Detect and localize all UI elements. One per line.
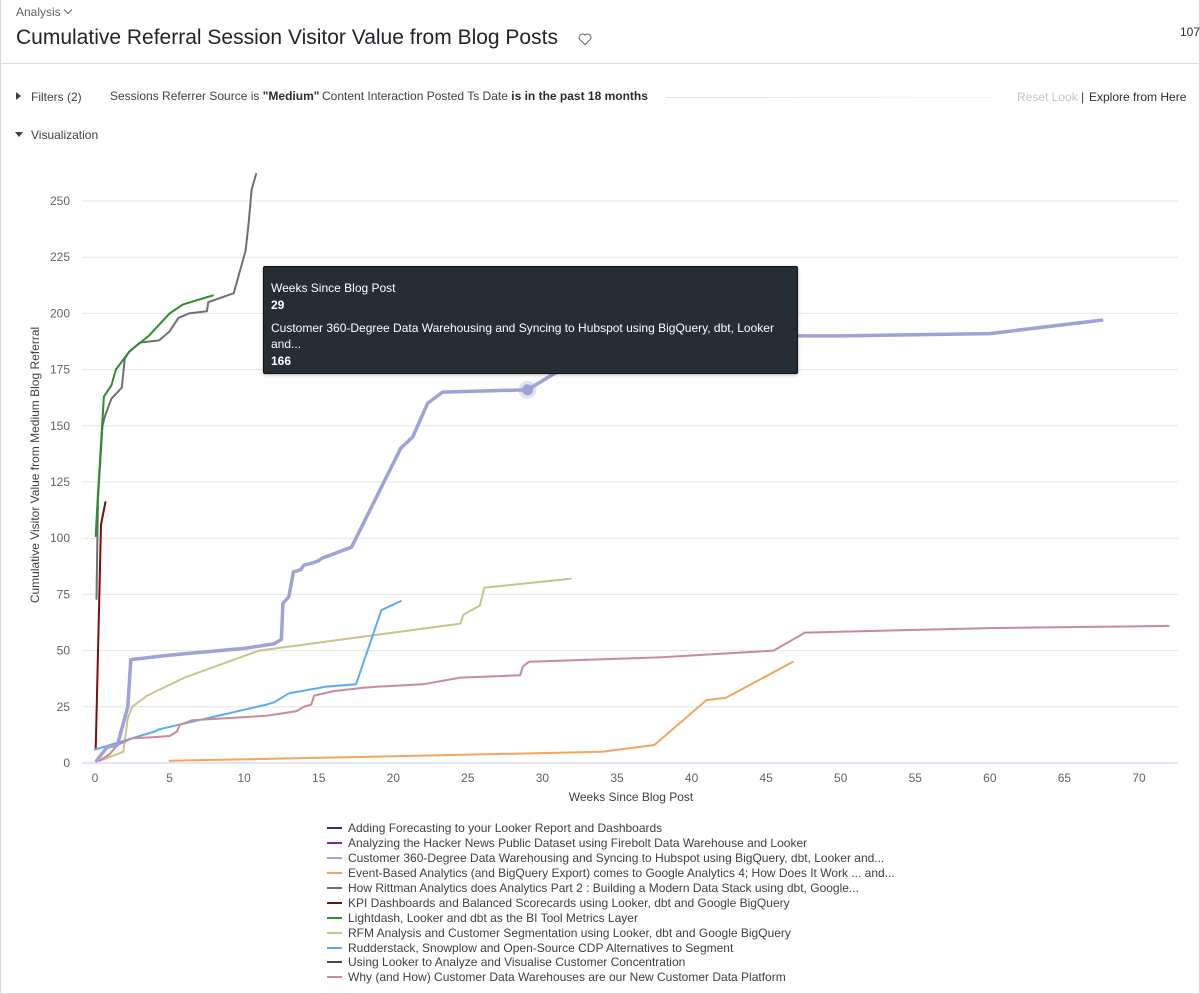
x-tick-label: 40: [685, 771, 699, 785]
legend-label: Adding Forecasting to your Looker Report…: [348, 821, 663, 836]
series-line[interactable]: [168, 660, 794, 762]
explore-from-here-link[interactable]: Explore from Here: [1089, 90, 1187, 104]
y-axis-title: Cumulative Visitor Value from Medium Blo…: [28, 327, 42, 603]
legend-item[interactable]: Rudderstack, Snowplow and Open-Source CD…: [327, 940, 895, 955]
legend-label: KPI Dashboards and Balanced Scorecards u…: [348, 895, 790, 910]
chart-legend: Adding Forecasting to your Looker Report…: [327, 821, 895, 985]
y-tick-label: 175: [50, 363, 70, 377]
filters-row: Filters (2) Sessions Referrer Source is …: [0, 86, 1200, 108]
filter-referrer-source[interactable]: Sessions Referrer Source is "Medium": [110, 89, 320, 103]
visualization-section-header: Visualization: [0, 124, 300, 146]
legend-label: Using Looker to Analyze and Visualise Cu…: [348, 955, 686, 970]
x-tick-label: 45: [759, 771, 773, 785]
y-tick-label: 150: [50, 419, 70, 433]
series-line[interactable]: [94, 318, 1104, 763]
legend-label: Why (and How) Customer Data Warehouses a…: [348, 970, 786, 985]
legend-swatch-icon: [327, 931, 342, 934]
filter-posted-date[interactable]: Content Interaction Posted Ts Date is in…: [322, 89, 648, 103]
legend-label: Event-Based Analytics (and BigQuery Expo…: [348, 866, 895, 881]
legend-item[interactable]: Using Looker to Analyze and Visualise Cu…: [327, 955, 895, 970]
visualization-toggle[interactable]: Visualization: [31, 128, 99, 142]
legend-item[interactable]: RFM Analysis and Customer Segmentation u…: [327, 925, 895, 940]
legend-swatch-icon: [327, 946, 342, 949]
line-chart[interactable]: 0 25 50 75 100 125 150 175 200 225 250 0 5 10 15 20 25 30…: [0, 150, 1200, 810]
y-tick-label: 250: [50, 194, 70, 208]
x-tick-label: 25: [461, 771, 475, 785]
chart-tooltip: Weeks Since Blog Post 29 Customer 360-De…: [263, 266, 798, 374]
filters-toggle[interactable]: Filters (2): [31, 90, 82, 104]
y-tick-label: 75: [57, 587, 71, 601]
series-line[interactable]: [95, 173, 258, 600]
reset-look-button[interactable]: Reset Look: [1017, 90, 1078, 104]
breadcrumb[interactable]: Analysis: [16, 5, 72, 19]
x-tick-label: 65: [1058, 771, 1072, 785]
legend-item[interactable]: Why (and How) Customer Data Warehouses a…: [327, 970, 895, 985]
legend-label: Rudderstack, Snowplow and Open-Source CD…: [348, 940, 734, 955]
x-axis-title: Weeks Since Blog Post: [569, 790, 694, 804]
highlight-point[interactable]: [522, 384, 534, 396]
series-line[interactable]: [94, 294, 214, 537]
x-tick-label: 10: [237, 771, 251, 785]
chevron-down-icon: [63, 5, 72, 15]
x-tick-label: 5: [166, 771, 173, 785]
legend-swatch-icon: [327, 887, 342, 889]
series-line[interactable]: [98, 624, 1170, 762]
caret-right-icon[interactable]: [16, 92, 21, 100]
x-tick-label: 60: [983, 771, 997, 785]
divider: [666, 97, 996, 98]
y-tick-label: 25: [57, 700, 71, 714]
page-header: Analysis Cumulative Referral Session Vis…: [0, 0, 1200, 64]
legend-swatch-icon: [327, 857, 342, 860]
legend-item[interactable]: Analyzing the Hacker News Public Dataset…: [327, 836, 895, 851]
row-count: 107: [1179, 25, 1200, 39]
legend-label: Analyzing the Hacker News Public Dataset…: [348, 836, 808, 851]
x-tick-label: 50: [834, 771, 848, 785]
legend-label: How Rittman Analytics does Analytics Par…: [348, 881, 859, 895]
x-tick-label: 15: [312, 771, 326, 785]
x-tick-label: 30: [536, 771, 550, 785]
breadcrumb-label: Analysis: [16, 5, 61, 19]
y-tick-label: 50: [57, 644, 71, 658]
legend-swatch-icon: [327, 976, 342, 979]
x-tick-label: 35: [610, 771, 624, 785]
y-tick-label: 100: [50, 531, 70, 545]
tooltip-x-label: Weeks Since Blog Post: [271, 281, 396, 295]
legend-item[interactable]: KPI Dashboards and Balanced Scorecards u…: [327, 895, 895, 910]
y-tick-label: 125: [50, 475, 70, 489]
series-line[interactable]: [94, 501, 107, 751]
tooltip-series-value: 166: [271, 354, 292, 368]
tooltip-series-label: Customer 360-Degree Data Warehousing and…: [271, 321, 774, 351]
legend-swatch-icon: [327, 916, 342, 919]
series-line[interactable]: [94, 600, 402, 751]
legend-swatch-icon: [327, 827, 342, 830]
legend-swatch-icon: [327, 901, 342, 904]
legend-item[interactable]: How Rittman Analytics does Analytics Par…: [327, 881, 895, 896]
y-tick-label: 225: [50, 250, 70, 264]
legend-swatch-icon: [327, 842, 342, 845]
caret-down-icon[interactable]: [15, 132, 23, 137]
page-title: Cumulative Referral Session Visitor Valu…: [16, 26, 558, 49]
legend-swatch-icon: [327, 961, 342, 964]
x-tick-label: 0: [92, 771, 99, 785]
legend-label: Lightdash, Looker and dbt as the BI Tool…: [348, 910, 638, 925]
legend-item[interactable]: Adding Forecasting to your Looker Report…: [327, 821, 895, 836]
legend-item[interactable]: Lightdash, Looker and dbt as the BI Tool…: [327, 910, 895, 925]
y-tick-label: 200: [50, 306, 70, 320]
heart-outline-icon[interactable]: [577, 31, 593, 47]
legend-item[interactable]: Event-Based Analytics (and BigQuery Expo…: [327, 866, 895, 881]
tooltip-x-value: 29: [271, 298, 285, 312]
y-tick-label: 0: [63, 756, 70, 770]
series-line[interactable]: [98, 577, 572, 762]
action-separator: |: [1081, 90, 1085, 104]
x-tick-label: 55: [909, 771, 923, 785]
legend-swatch-icon: [327, 872, 342, 875]
legend-label: Customer 360-Degree Data Warehousing and…: [348, 851, 885, 866]
x-tick-label: 20: [387, 771, 401, 785]
x-tick-label: 70: [1132, 771, 1146, 785]
legend-label: RFM Analysis and Customer Segmentation u…: [348, 925, 791, 940]
legend-item[interactable]: Customer 360-Degree Data Warehousing and…: [327, 851, 895, 866]
